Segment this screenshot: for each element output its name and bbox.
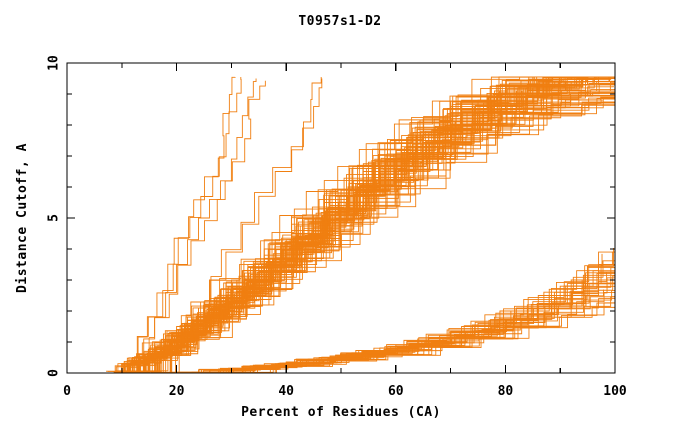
data-curve (177, 288, 616, 374)
data-curve (143, 78, 616, 374)
data-curve (176, 236, 616, 374)
y-axis-tick-label: 5 (47, 214, 62, 222)
data-curve (126, 96, 616, 373)
x-axis-title: Percent of Residues (CA) (241, 405, 441, 420)
data-curve (150, 85, 616, 374)
data-curve (116, 76, 615, 373)
data-curve (108, 76, 615, 374)
x-axis-tick-label: 0 (63, 384, 71, 399)
y-axis-tick-label: 0 (47, 369, 62, 377)
x-axis-tick-label: 100 (603, 384, 627, 399)
axis-tick-labels-layer: 0 20 40 60 80 100 0 5 10 (47, 55, 627, 399)
page-title: T0957s1-D2 (298, 14, 382, 29)
data-curve (125, 80, 266, 374)
x-axis-tick-label: 60 (388, 384, 404, 399)
data-curve (101, 76, 607, 374)
data-curve (125, 76, 615, 373)
data-curve (140, 92, 616, 374)
y-axis-title: Distance Cutoff, A (15, 143, 30, 293)
data-curve (170, 266, 616, 374)
data-curve (153, 98, 616, 374)
data-curve (234, 262, 616, 374)
axis-ticks-layer (66, 62, 616, 374)
data-curve (121, 78, 257, 374)
x-axis-tick-label: 80 (498, 384, 514, 399)
x-axis-tick-label: 20 (169, 384, 185, 399)
data-curve (113, 78, 616, 373)
data-curve (114, 97, 616, 373)
data-curve (113, 76, 236, 374)
data-curve (107, 76, 615, 372)
y-axis-tick-label: 10 (47, 55, 62, 71)
data-curve (144, 77, 612, 374)
data-curve (147, 76, 615, 374)
data-curve (112, 76, 615, 372)
data-curves-layer (101, 76, 616, 374)
data-curve (126, 76, 615, 373)
data-curve (118, 76, 242, 373)
data-curve (152, 76, 616, 374)
data-curve (158, 291, 616, 374)
x-axis-tick-label: 40 (278, 384, 294, 399)
